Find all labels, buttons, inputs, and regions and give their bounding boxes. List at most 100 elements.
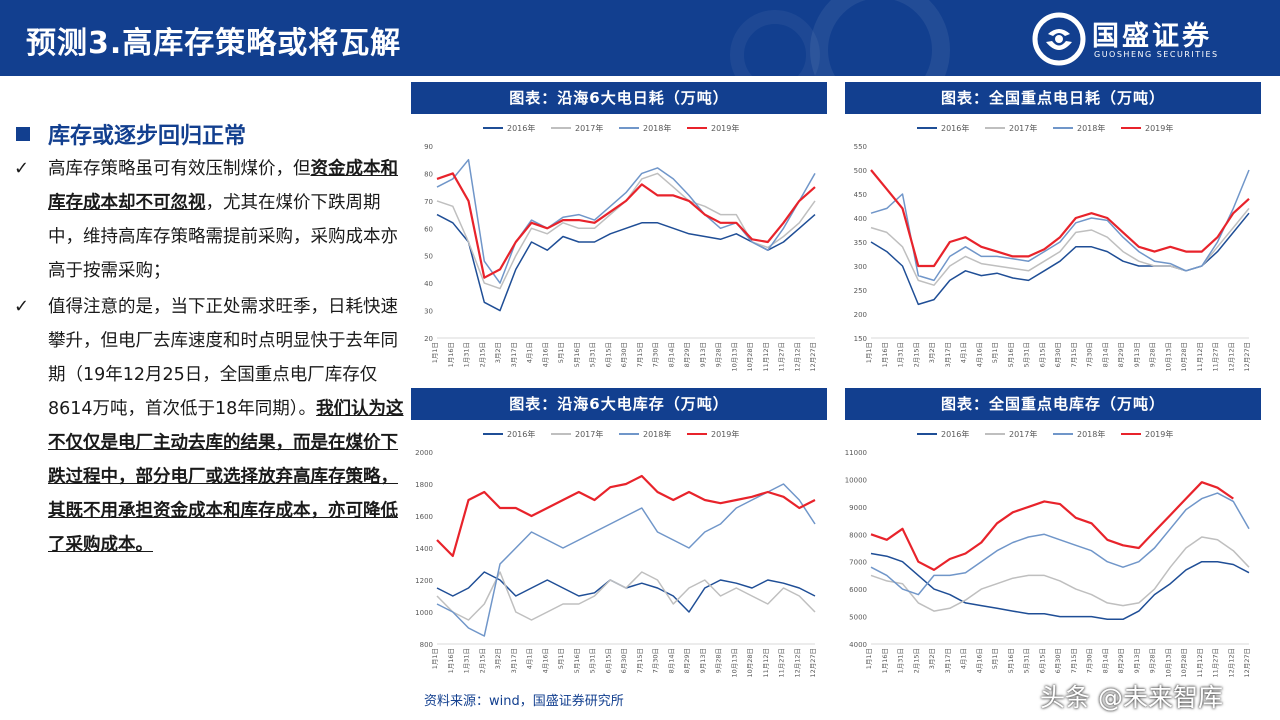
y-tick-label: 1000: [415, 609, 433, 617]
x-tick-label: 11月27日: [1212, 648, 1220, 678]
y-tick-label: 2000: [415, 449, 433, 457]
chart-coastal-consumption: 2016年 2017年 2018年 2019年 20 30 40 50 60 70 80 90 1月1日…: [424, 123, 817, 372]
y-tick-label: 550: [854, 143, 867, 151]
x-tick-label: 5月1日: [557, 648, 565, 669]
x-tick-label: 9月28日: [715, 648, 723, 673]
x-tick-label: 1月16日: [447, 342, 455, 367]
x-tick-label: 4月16日: [541, 342, 549, 367]
legend-label: 2016年: [507, 123, 535, 133]
x-tick-label: 12月12日: [793, 648, 801, 678]
x-tick-label: 1月1日: [865, 342, 873, 363]
chart-national-inventory: 2016年 2017年 2018年 2019年 4000 5000 6000 7000 8000…: [845, 429, 1251, 678]
x-tick-label: 2月15日: [912, 342, 920, 367]
chart-panel-national-inventory: 图表：全国重点电库存（万吨） 2016年 2017年 2018年 2019年 4000 5…: [845, 388, 1261, 688]
x-tick-label: 9月28日: [1149, 342, 1157, 367]
x-tick-label: 9月13日: [699, 342, 707, 367]
legend-label: 2018年: [643, 429, 671, 439]
x-tick-label: 6月15日: [1038, 648, 1046, 673]
x-tick-label: 7月15日: [636, 648, 644, 673]
x-tick-label: 10月28日: [1180, 342, 1188, 372]
x-tick-label: 1月31日: [897, 342, 905, 367]
x-tick-label: 9月28日: [715, 342, 723, 367]
checkmark-icon: ✓: [14, 158, 30, 179]
x-tick-label: 9月13日: [699, 648, 707, 673]
legend-label: 2017年: [575, 429, 603, 439]
x-tick-label: 3月17日: [944, 648, 952, 673]
x-tick-label: 10月28日: [1180, 648, 1188, 678]
x-tick-label: 5月31日: [589, 648, 597, 673]
y-tick-label: 60: [424, 225, 433, 233]
x-tick-label: 8月14日: [1101, 342, 1109, 367]
y-tick-label: 800: [420, 641, 433, 649]
x-tick-label: 1月1日: [431, 648, 439, 669]
series-line: [436, 172, 816, 290]
x-tick-label: 7月30日: [652, 648, 660, 673]
y-tick-label: 10000: [845, 476, 867, 484]
series-line: [436, 483, 816, 637]
x-tick-label: 12月27日: [809, 648, 817, 678]
y-tick-label: 4000: [849, 641, 867, 649]
x-tick-label: 8月14日: [667, 342, 675, 367]
x-tick-label: 6月30日: [1054, 648, 1062, 673]
x-tick-label: 7月15日: [1070, 648, 1078, 673]
legend-label: 2017年: [1009, 123, 1037, 133]
x-tick-label: 11月27日: [778, 342, 786, 372]
chart-title: 图表：沿海6大电库存（万吨）: [411, 388, 827, 420]
bullet-item: ✓ 高库存策略虽可有效压制煤价，但资金成本和库存成本却不可忽视，尤其在煤价下跌周期…: [14, 152, 412, 288]
legend-label: 2017年: [575, 123, 603, 133]
x-tick-label: 7月15日: [636, 342, 644, 367]
x-tick-label: 9月28日: [1149, 648, 1157, 673]
x-tick-label: 3月2日: [928, 648, 936, 669]
source-note: 资料来源：wind，国盛证券研究所: [424, 694, 624, 709]
legend-label: 2019年: [711, 429, 739, 439]
x-tick-label: 3月2日: [494, 648, 502, 669]
x-tick-label: 5月16日: [1007, 342, 1015, 367]
chart-panel-national-consumption: 图表：全国重点电日耗（万吨） 2016年 2017年 2018年 2019年 150 20…: [845, 82, 1261, 382]
x-tick-label: 5月16日: [573, 342, 581, 367]
x-tick-label: 3月17日: [510, 648, 518, 673]
chart-panel-coastal-inventory: 图表：沿海6大电库存（万吨） 2016年 2017年 2018年 2019年 800 10…: [411, 388, 827, 688]
y-tick-label: 350: [854, 239, 867, 247]
x-tick-label: 9月13日: [1133, 648, 1141, 673]
x-tick-label: 12月12日: [1227, 648, 1235, 678]
y-tick-label: 450: [854, 191, 867, 199]
series-line: [870, 212, 1250, 306]
legend-label: 2019年: [1145, 123, 1173, 133]
x-tick-label: 4月1日: [526, 342, 534, 363]
bullet-text: 值得注意的是，当下正处需求旺季，日耗快速攀升，但电厂去库速度和时点明显快于去年同…: [48, 297, 398, 419]
chart-national-consumption: 2016年 2017年 2018年 2019年 150 200 250 300 350 400 45…: [854, 123, 1251, 372]
x-tick-label: 1月16日: [881, 648, 889, 673]
chart-coastal-inventory: 2016年 2017年 2018年 2019年 800 1000 1200 1400 1600 1…: [415, 429, 817, 678]
legend-label: 2018年: [1077, 429, 1105, 439]
y-tick-label: 9000: [849, 504, 867, 512]
y-tick-label: 8000: [849, 531, 867, 539]
checkmark-icon: ✓: [14, 296, 30, 317]
logo-mark-icon: [1032, 12, 1086, 66]
x-tick-label: 5月1日: [557, 342, 565, 363]
x-tick-label: 6月30日: [1054, 342, 1062, 367]
x-tick-label: 4月1日: [526, 648, 534, 669]
bullet-highlight: 资金成本和库存成本却不可忽视: [48, 159, 398, 213]
x-tick-label: 12月27日: [1243, 648, 1251, 678]
chart-title: 图表：沿海6大电日耗（万吨）: [411, 82, 827, 114]
x-tick-label: 1月31日: [463, 342, 471, 367]
chart-title: 图表：全国重点电库存（万吨）: [845, 388, 1261, 420]
x-tick-label: 8月29日: [683, 648, 691, 673]
x-tick-label: 5月31日: [1023, 648, 1031, 673]
series-line: [870, 492, 1250, 596]
x-tick-label: 4月16日: [975, 342, 983, 367]
section-title-text: 库存或逐步回归正常: [48, 124, 247, 149]
series-line: [436, 172, 816, 279]
y-tick-label: 400: [854, 215, 867, 223]
x-tick-label: 8月14日: [1101, 648, 1109, 673]
page-title: 预测3.高库存策略或将瓦解: [26, 26, 402, 61]
x-tick-label: 5月31日: [589, 342, 597, 367]
series-line: [870, 536, 1250, 612]
legend-label: 2016年: [941, 429, 969, 439]
legend-label: 2016年: [507, 429, 535, 439]
x-tick-label: 4月1日: [960, 342, 968, 363]
series-line: [436, 474, 816, 558]
x-tick-label: 5月1日: [991, 342, 999, 363]
company-logo: 国盛证券 GUOSHENG SECURITIES: [1032, 10, 1272, 68]
x-tick-label: 7月15日: [1070, 342, 1078, 367]
